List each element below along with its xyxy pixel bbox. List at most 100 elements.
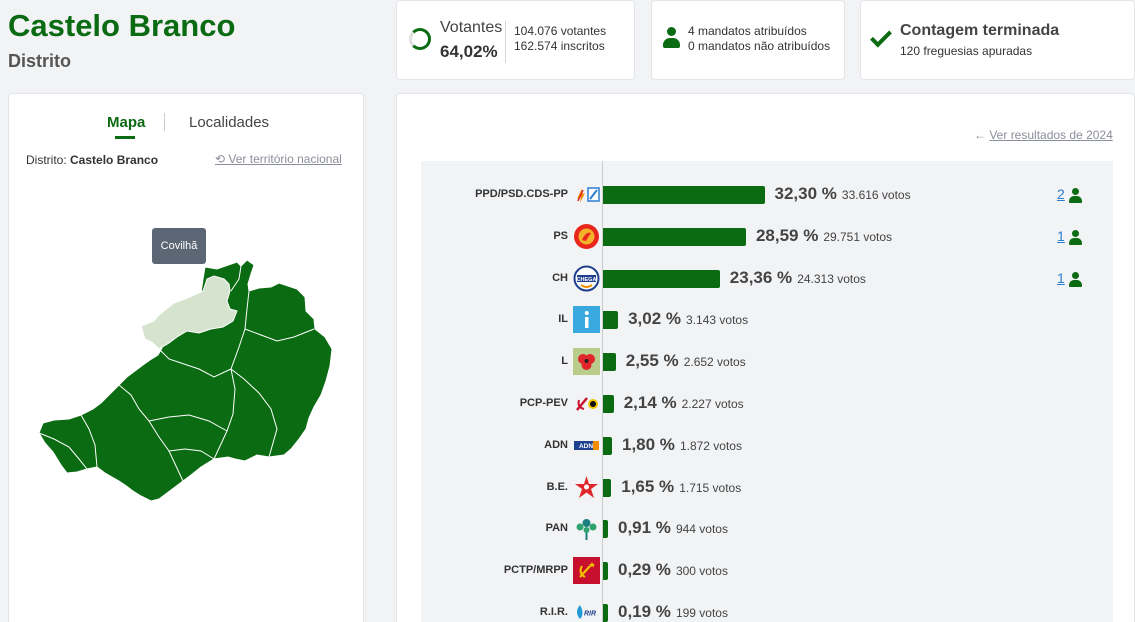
map-region-district[interactable] [38,259,333,502]
result-percent: 2,55 % 2.652 votos [626,351,746,371]
il-logo [573,306,600,334]
party-name: IL [558,313,568,326]
seats-link[interactable]: 2 [1057,186,1065,202]
map-region-covilha[interactable] [140,275,238,350]
person-icon [1069,229,1082,245]
mandatos-unassigned: 0 mandatos não atribuídos [688,39,831,53]
votes-label: 944 votos [675,522,728,537]
person-icon [1069,188,1082,203]
result-row: L 2,55 % 2.652 votos [421,347,1113,377]
distrito-info: Distrito: Castelo Branco [26,153,158,167]
result-percent: 2,14 % 2.227 votos [624,393,744,413]
result-row: PCP-PEV 2,14 % 2.227 votos [421,389,1113,419]
distrito-label: Distrito: [26,153,67,167]
result-percent: 0,91 % 944 votos [618,518,728,538]
seats-link[interactable]: 1 [1057,227,1065,244]
mandatos-assigned: 4 mandatos atribuídos [688,24,807,38]
percent-label: 32,30 % [774,184,837,203]
ppd-psd-cds-logo [573,181,600,208]
votantes-label: Votantes [440,19,503,36]
mandatos-card: 4 mandatos atribuídos 0 mandatos não atr… [651,0,845,80]
results-panel: ← Ver resultados de 2024 PPD/PSD.CDS-PP 3… [396,93,1135,622]
party-name: CH [552,271,568,284]
percent-label: 2,14 % [623,393,677,412]
national-territory-label: Ver território nacional [228,152,342,166]
page-subtitle: Distrito [8,51,71,71]
party-name: ADN [544,438,568,451]
map-tooltip: Covilhã [152,228,206,264]
votes-label: 2.652 votos [683,355,746,370]
municipal-boundaries [38,265,315,482]
result-percent: 1,80 % 1.872 votos [622,435,742,455]
pcp-pev-logo [573,390,600,417]
result-bar [603,311,619,330]
result-percent: 0,29 % 300 votos [618,560,728,580]
votantes-percent: 64,02% [440,42,498,61]
tab-active-indicator [115,136,135,139]
result-row: CH CHEGA 23,36 % 24.313 votos 1 [421,264,1113,294]
result-bar [603,478,612,497]
previous-results-link[interactable]: ← Ver resultados de 2024 [974,128,1113,142]
result-row: PPD/PSD.CDS-PP 32,30 % 33.616 votos 2 [421,180,1113,210]
result-percent: 1,65 % 1.715 votos [621,477,741,497]
pctp-mrpp-logo [573,557,600,585]
percent-label: 2,55 % [625,351,679,371]
party-name: PCP-PEV [519,397,568,409]
result-row: IL 3,02 % 3.143 votos [421,305,1113,335]
district-map [38,259,333,502]
person-icon [1069,271,1082,287]
result-row: PAN 0,91 % 944 votos [421,514,1113,544]
registered-count: 162.574 inscritos [514,39,605,53]
party-name: L [561,355,568,368]
votes-label: 1.715 votos [679,480,742,495]
party-name: R.I.R. [539,606,568,618]
adn-logo: ADN [573,432,600,459]
divider [505,21,506,63]
result-bar [603,395,614,413]
votes-label: 199 votos [675,606,728,620]
result-percent: 3,02 % 3.143 votos [628,309,748,329]
turnout-ring-icon [409,28,431,50]
percent-label: 1,80 % [622,434,675,454]
votes-label: 2.227 votos [681,397,744,411]
result-percent: 32,30 % 33.616 votos [775,184,911,204]
result-bar [603,353,616,372]
percent-label: 1,65 % [621,476,675,496]
votes-label: 24.313 votos [797,271,866,286]
contagem-subtitle: 120 freguesias apuradas [900,44,1033,58]
party-name: PAN [545,522,568,535]
svg-text:CHEGA: CHEGA [577,276,597,282]
distrito-value: Castelo Branco [70,153,159,167]
tab-localidades[interactable]: Localidades [189,114,270,131]
result-row: ADN ADN 1,80 % 1.872 votos [421,431,1113,461]
result-bar [603,436,612,455]
percent-label: 3,02 % [628,309,682,329]
party-name: PCTP/MRPP [503,564,568,577]
result-row: B.E. 1,65 % 1.715 votos [421,473,1113,503]
seats-link[interactable]: 1 [1057,269,1065,286]
chega-logo: CHEGA [573,265,600,292]
reset-icon: ⟲ [215,152,226,166]
party-name: PS [553,229,568,242]
svg-text:ADN: ADN [579,443,593,450]
contagem-card: Contagem terminada 120 freguesias apurad… [860,0,1135,80]
percent-label: 23,36 % [729,267,793,287]
votes-label: 3.143 votos [686,313,749,328]
previous-results-label: Ver resultados de 2024 [989,128,1113,142]
result-row: PS 28,59 % 29.751 votos 1 [421,222,1113,252]
percent-label: 0,29 % [618,560,671,580]
votes-label: 33.616 votos [841,188,911,202]
percent-label: 0,19 % [618,602,671,621]
party-name: B.E. [546,480,568,493]
votes-label: 1.872 votos [679,438,742,453]
check-icon [870,25,892,48]
result-bar [603,227,746,246]
result-bar [603,520,608,539]
tab-mapa[interactable]: Mapa [107,114,146,131]
result-percent: 0,19 % 199 votos [618,602,728,622]
tab-divider [164,113,165,131]
voters-count: 104.076 votantes [514,24,607,38]
person-icon [663,27,680,49]
national-territory-link[interactable]: ⟲ Ver território nacional [215,152,342,166]
